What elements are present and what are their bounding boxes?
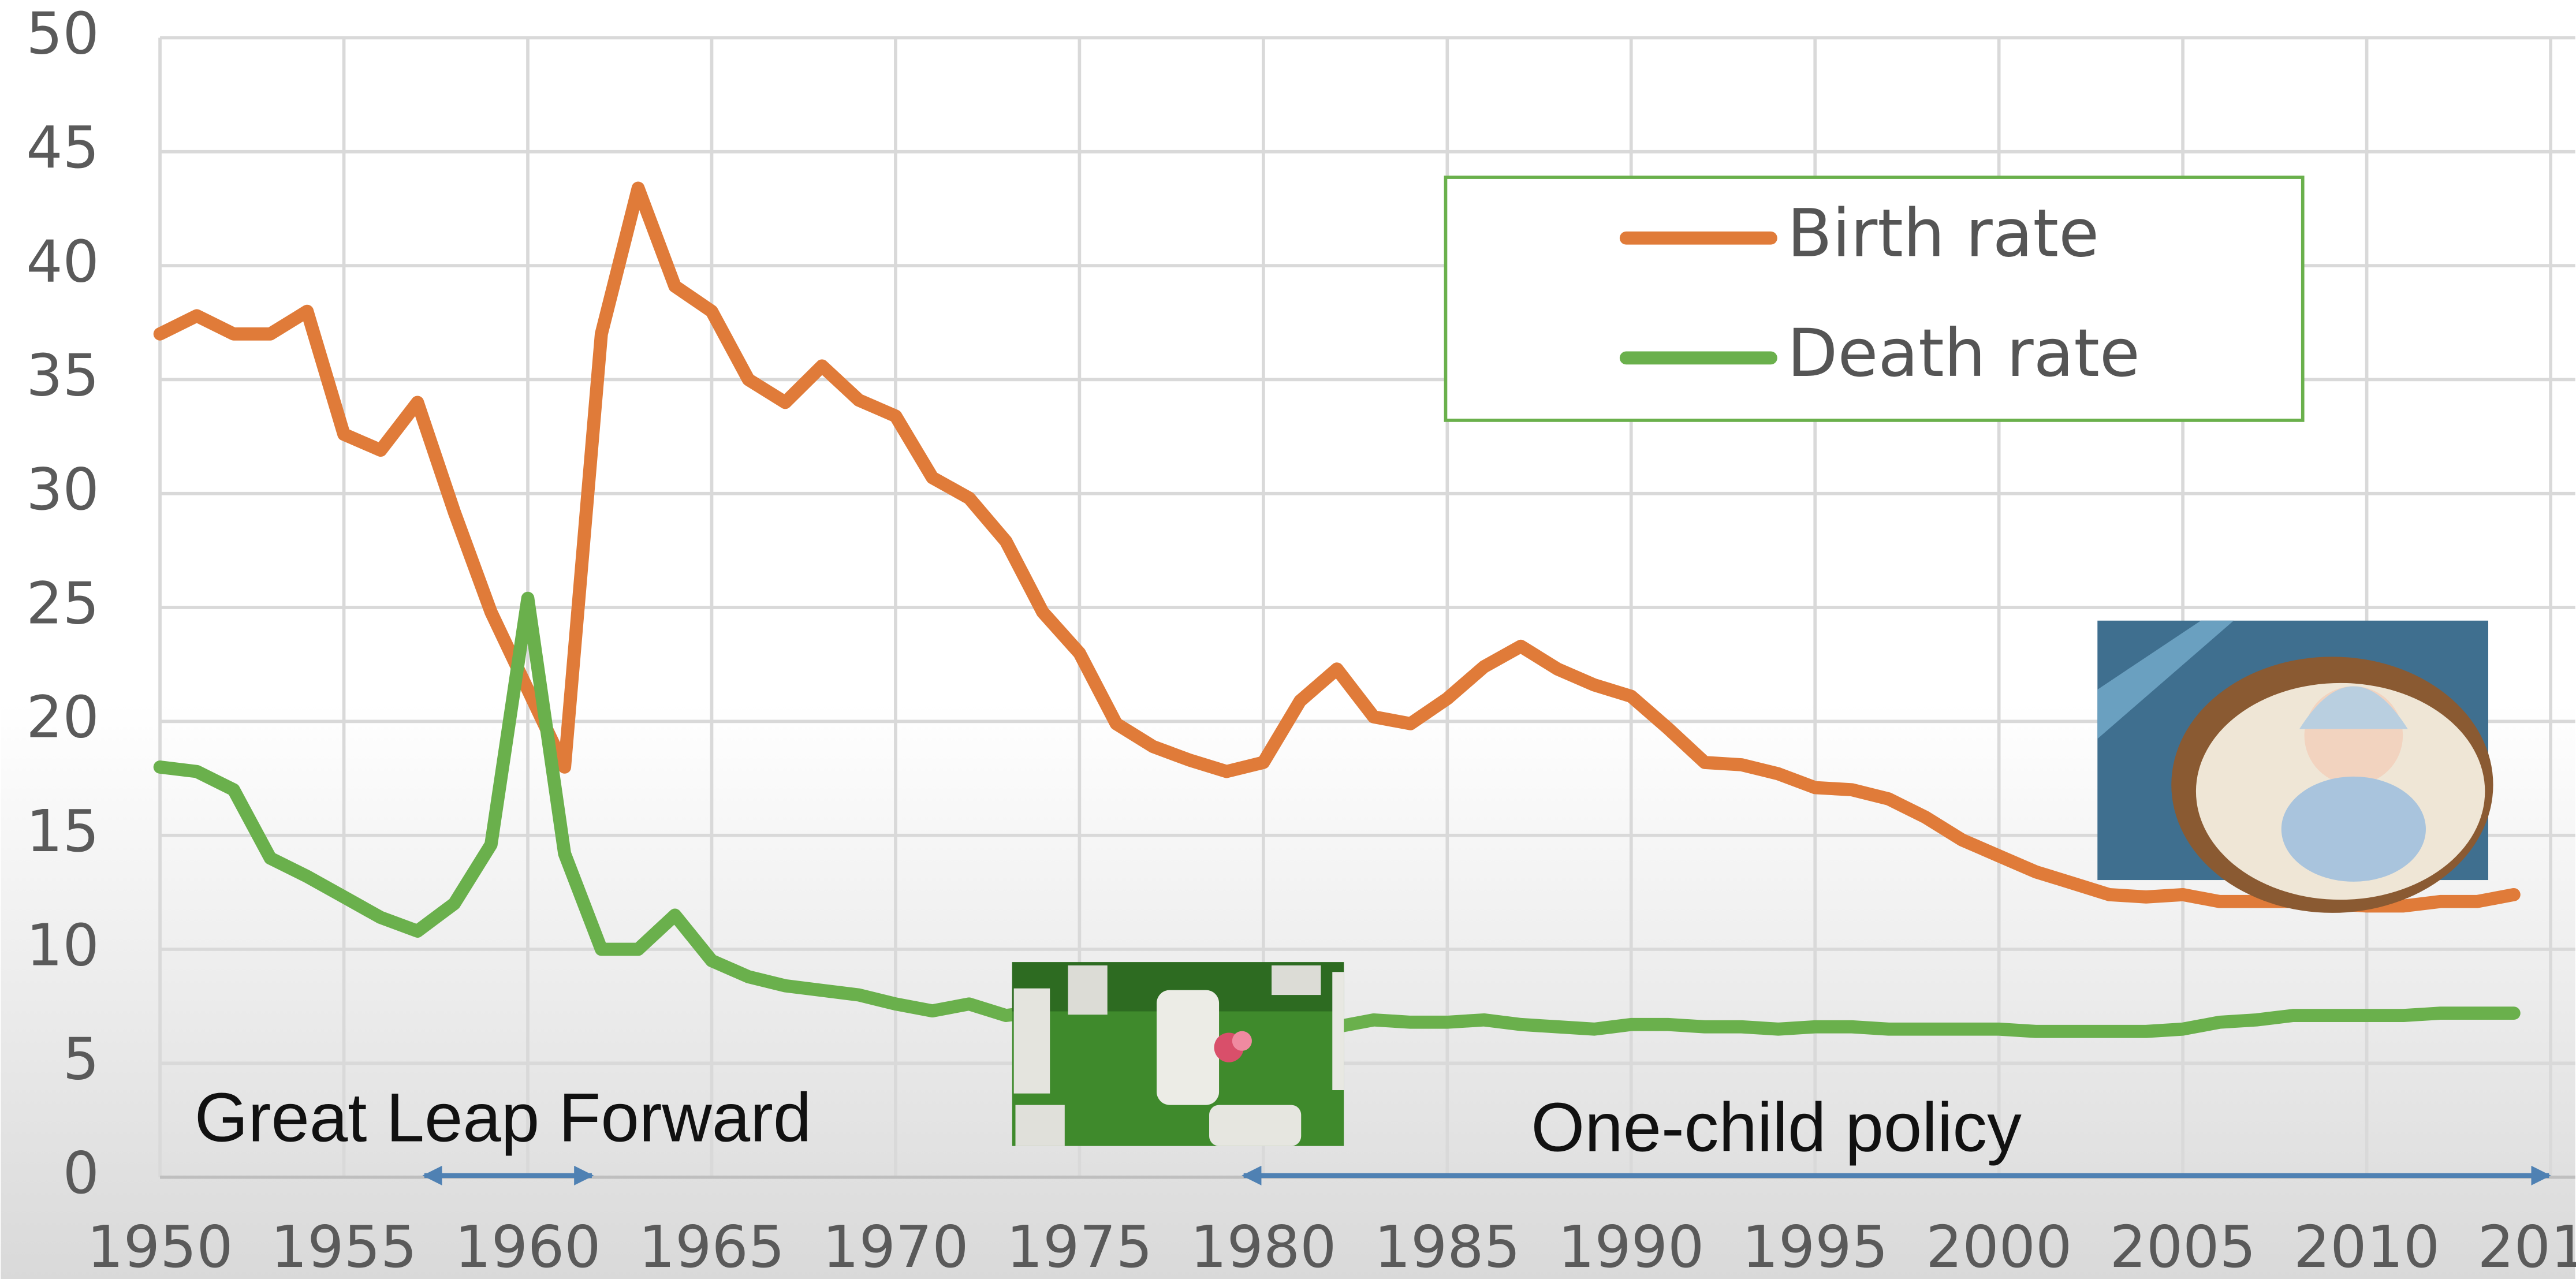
page: {"chart_data": { "type": "line", "x": [1… [0,0,2576,1279]
x-tick-label: 1980 [1190,1214,1336,1279]
y-tick-label: 50 [26,1,99,68]
x-tick-label: 1955 [271,1214,417,1279]
annotation: Great Leap Forward [195,1079,812,1156]
y-tick-label: 40 [26,229,99,295]
y-tick-label: 20 [26,685,99,751]
x-tick-label: 1995 [1742,1214,1888,1279]
x-tick-label: 2005 [2110,1214,2256,1279]
x-tick-label: 2000 [1926,1214,2072,1279]
x-tick-label: 1990 [1558,1214,1704,1279]
x-tick-label: 1965 [639,1214,785,1279]
y-tick-label: 0 [63,1140,99,1207]
y-tick-label: 35 [26,343,99,409]
y-tick-label: 5 [63,1027,99,1093]
x-tick-label: 2010 [2294,1214,2440,1279]
x-tick-label: 1960 [454,1214,601,1279]
graveyard-photo [1012,962,1344,1146]
legend: Birth rate Death rate [1445,177,2302,420]
legend-label: Death rate [1787,315,2140,391]
y-tick-label: 25 [26,570,99,637]
y-tick-label: 10 [26,912,99,979]
y-tick-label: 30 [26,457,99,523]
legend-label: Birth rate [1787,195,2099,272]
x-tick-label: 2015 [2477,1214,2576,1279]
chart: 0 5 10 15 20 25 30 35 40 45 50 1950 1955 1960 1965 1970… [0,0,2576,1279]
x-tick-label: 1970 [822,1214,968,1279]
y-tick-label: 45 [26,115,99,181]
x-tick-label: 1975 [1006,1214,1153,1279]
x-tick-label: 1950 [87,1214,233,1279]
y-tick-label: 15 [26,799,99,865]
baby-photo [2097,621,2493,913]
annotation: One-child policy [1531,1089,2022,1166]
x-tick-label: 1985 [1374,1214,1520,1279]
